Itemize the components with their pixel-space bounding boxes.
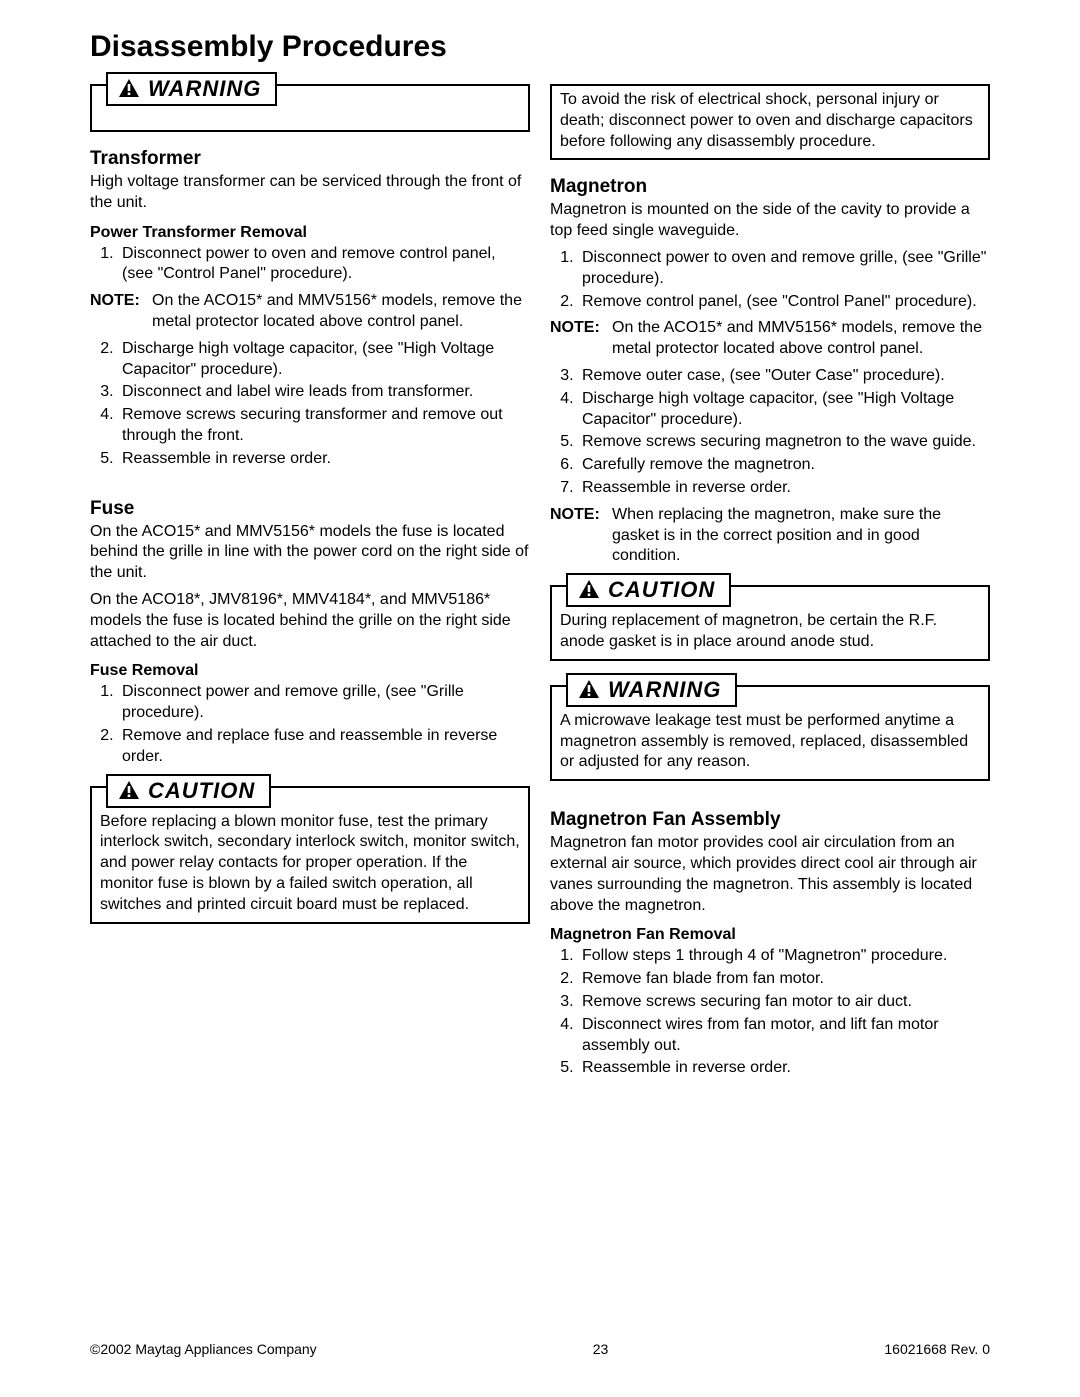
footer-copyright: ©2002 Maytag Appliances Company: [90, 1341, 317, 1357]
page-footer: ©2002 Maytag Appliances Company 23 16021…: [90, 1341, 990, 1357]
page-title: Disassembly Procedures: [90, 30, 990, 64]
note-label: NOTE:: [550, 505, 612, 567]
caution-body: During replacement of magnetron, be cert…: [560, 611, 980, 653]
warning-body: A microwave leakage test must be perform…: [560, 711, 980, 773]
note-text: On the ACO15* and MMV5156* models, remov…: [612, 318, 990, 360]
list-item: Remove and replace fuse and reassemble i…: [118, 726, 530, 768]
warning-header: WARNING: [106, 72, 277, 106]
list-item: Reassemble in reverse order.: [118, 449, 530, 470]
magnetron-warning: WARNING A microwave leakage test must be…: [550, 685, 990, 781]
fan-heading: Magnetron Fan Assembly: [550, 809, 990, 831]
right-column: To avoid the risk of electrical shock, p…: [550, 72, 990, 1085]
power-transformer-removal-heading: Power Transformer Removal: [90, 224, 530, 242]
magnetron-steps-a: Disconnect power to oven and remove gril…: [550, 248, 990, 312]
transformer-intro: High voltage transformer can be serviced…: [90, 172, 530, 214]
note-label: NOTE:: [550, 318, 612, 360]
warning-triangle-icon: [578, 679, 600, 699]
fuse-p2: On the ACO18*, JMV8196*, MMV4184*, and M…: [90, 590, 530, 652]
fuse-caution: CAUTION Before replacing a blown monitor…: [90, 786, 530, 924]
fan-steps: Follow steps 1 through 4 of "Magnetron" …: [550, 946, 990, 1079]
warning-label: WARNING: [608, 677, 721, 702]
caution-triangle-icon: [118, 780, 140, 800]
list-item: Remove screws securing transformer and r…: [118, 405, 530, 447]
caution-header: CAUTION: [106, 774, 271, 808]
list-item: Remove control panel, (see "Control Pane…: [578, 292, 990, 313]
warning-header: WARNING: [566, 673, 737, 707]
fan-removal-heading: Magnetron Fan Removal: [550, 926, 990, 944]
magnetron-heading: Magnetron: [550, 176, 990, 198]
magnetron-caution: CAUTION During replacement of magnetron,…: [550, 585, 990, 661]
list-item: Remove screws securing magnetron to the …: [578, 432, 990, 453]
warning-triangle-icon: [118, 78, 140, 98]
footer-doc-id: 16021668 Rev. 0: [884, 1341, 990, 1357]
fuse-heading: Fuse: [90, 498, 530, 520]
list-item: Disconnect power to oven and remove cont…: [118, 244, 530, 286]
note-text: On the ACO15* and MMV5156* models, remov…: [152, 291, 530, 333]
list-item: Reassemble in reverse order.: [578, 478, 990, 499]
caution-label: CAUTION: [148, 778, 255, 803]
list-item: Remove fan blade from fan motor.: [578, 969, 990, 990]
caution-header: CAUTION: [566, 573, 731, 607]
content-columns: WARNING Transformer High voltage transfo…: [90, 72, 990, 1085]
list-item: Carefully remove the magnetron.: [578, 455, 990, 476]
magnetron-note2: NOTE: When replacing the magnetron, make…: [550, 505, 990, 567]
fuse-steps: Disconnect power and remove grille, (see…: [90, 682, 530, 767]
caution-body: Before replacing a blown monitor fuse, t…: [100, 812, 520, 916]
transformer-heading: Transformer: [90, 148, 530, 170]
list-item: Reassemble in reverse order.: [578, 1058, 990, 1079]
top-warning-left: WARNING: [90, 84, 530, 132]
list-item: Follow steps 1 through 4 of "Magnetron" …: [578, 946, 990, 967]
warning-label: WARNING: [148, 76, 261, 101]
list-item: Discharge high voltage capacitor, (see "…: [578, 389, 990, 431]
list-item: Remove outer case, (see "Outer Case" pro…: [578, 366, 990, 387]
list-item: Disconnect power to oven and remove gril…: [578, 248, 990, 290]
magnetron-intro: Magnetron is mounted on the side of the …: [550, 200, 990, 242]
magnetron-steps-b: Remove outer case, (see "Outer Case" pro…: [550, 366, 990, 499]
list-item: Remove screws securing fan motor to air …: [578, 992, 990, 1013]
list-item: Disconnect and label wire leads from tra…: [118, 382, 530, 403]
top-warning-right: To avoid the risk of electrical shock, p…: [550, 84, 990, 160]
transformer-note: NOTE: On the ACO15* and MMV5156* models,…: [90, 291, 530, 333]
fuse-removal-heading: Fuse Removal: [90, 662, 530, 680]
footer-page-number: 23: [593, 1341, 609, 1357]
fuse-p1: On the ACO15* and MMV5156* models the fu…: [90, 522, 530, 584]
transformer-steps-a: Disconnect power to oven and remove cont…: [90, 244, 530, 286]
caution-label: CAUTION: [608, 577, 715, 602]
note-label: NOTE:: [90, 291, 152, 333]
transformer-steps-b: Discharge high voltage capacitor, (see "…: [90, 339, 530, 470]
left-column: WARNING Transformer High voltage transfo…: [90, 72, 530, 1085]
list-item: Disconnect power and remove grille, (see…: [118, 682, 530, 724]
caution-triangle-icon: [578, 579, 600, 599]
magnetron-note1: NOTE: On the ACO15* and MMV5156* models,…: [550, 318, 990, 360]
list-item: Discharge high voltage capacitor, (see "…: [118, 339, 530, 381]
list-item: Disconnect wires from fan motor, and lif…: [578, 1015, 990, 1057]
top-warning-body: To avoid the risk of electrical shock, p…: [560, 90, 980, 152]
note-text: When replacing the magnetron, make sure …: [612, 505, 990, 567]
fan-intro: Magnetron fan motor provides cool air ci…: [550, 833, 990, 916]
